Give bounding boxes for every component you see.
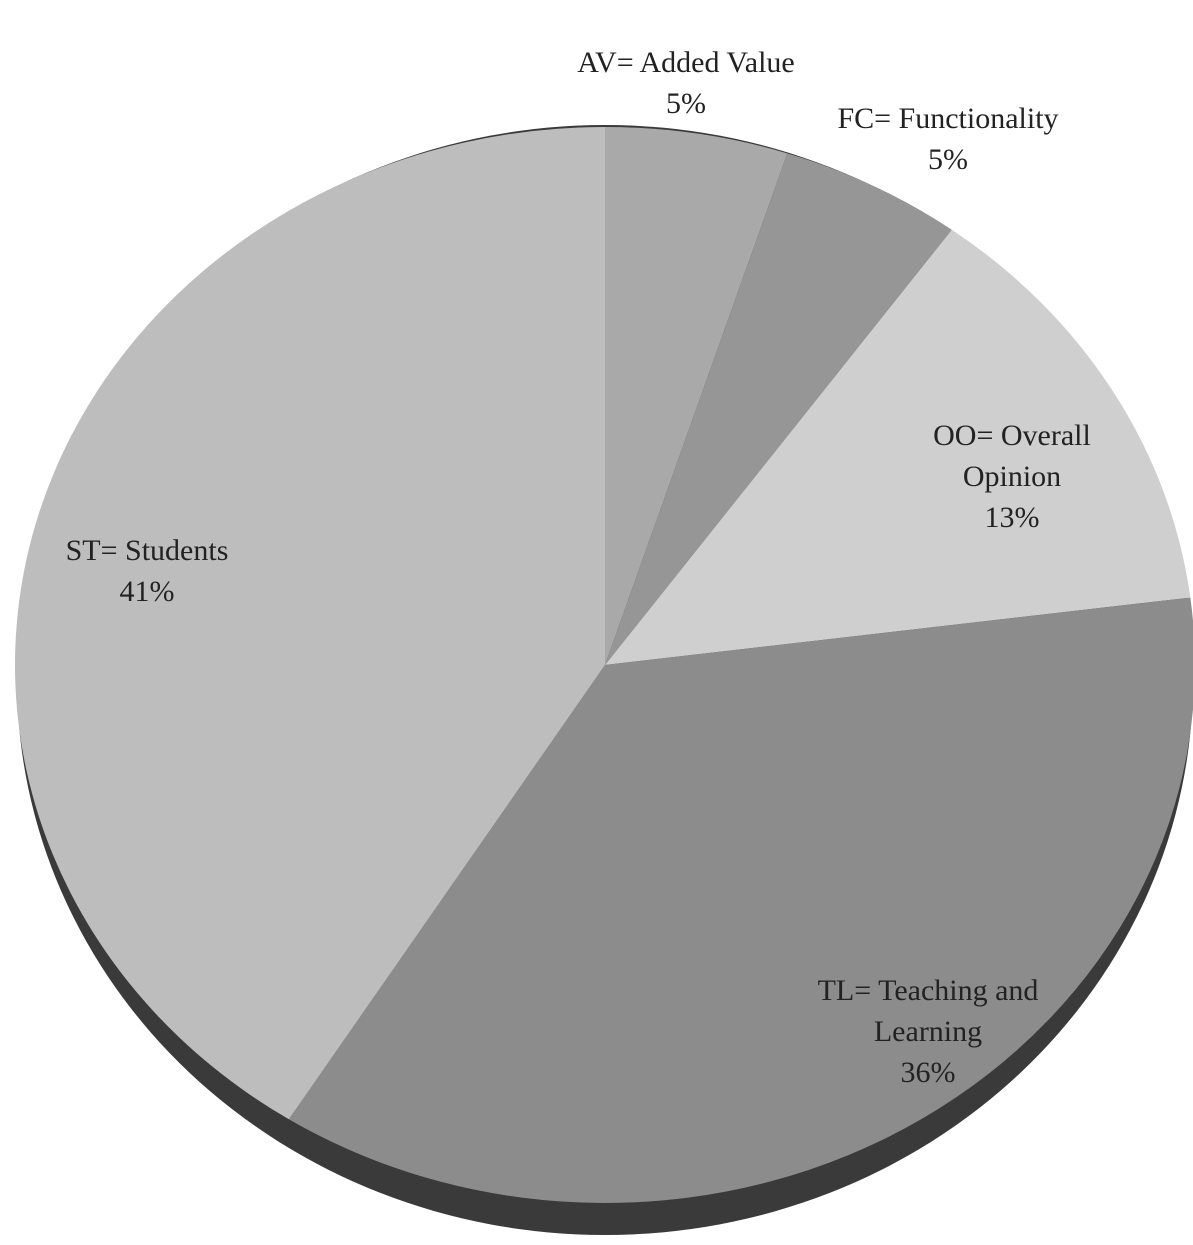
slice-category: AV= Added Value (577, 46, 795, 79)
slice-value: 5% (928, 143, 968, 176)
slice-category: TL= Teaching and Learning (817, 974, 1039, 1048)
slice-label: ST= Students 41% (17, 530, 277, 612)
slice-value: 36% (900, 1056, 956, 1089)
slice-category: FC= Functionality (837, 102, 1059, 135)
pie-slice (14, 127, 605, 1120)
slice-label: FC= Functionality 5% (788, 98, 1108, 180)
slice-value: 41% (119, 575, 175, 608)
slice-label: TL= Teaching and Learning 36% (783, 970, 1073, 1093)
slice-category: ST= Students (65, 534, 229, 567)
slice-label: AV= Added Value 5% (536, 42, 836, 124)
pie-slice (605, 229, 1191, 666)
slice-value: 5% (666, 87, 706, 120)
slice-label: OO= Overall Opinion 13% (912, 415, 1112, 538)
pie-slice (605, 127, 788, 665)
pie-slice (288, 597, 1193, 1203)
pie-slice (605, 153, 952, 665)
slice-value: 13% (984, 501, 1040, 534)
slice-category: OO= Overall Opinion (933, 419, 1091, 493)
